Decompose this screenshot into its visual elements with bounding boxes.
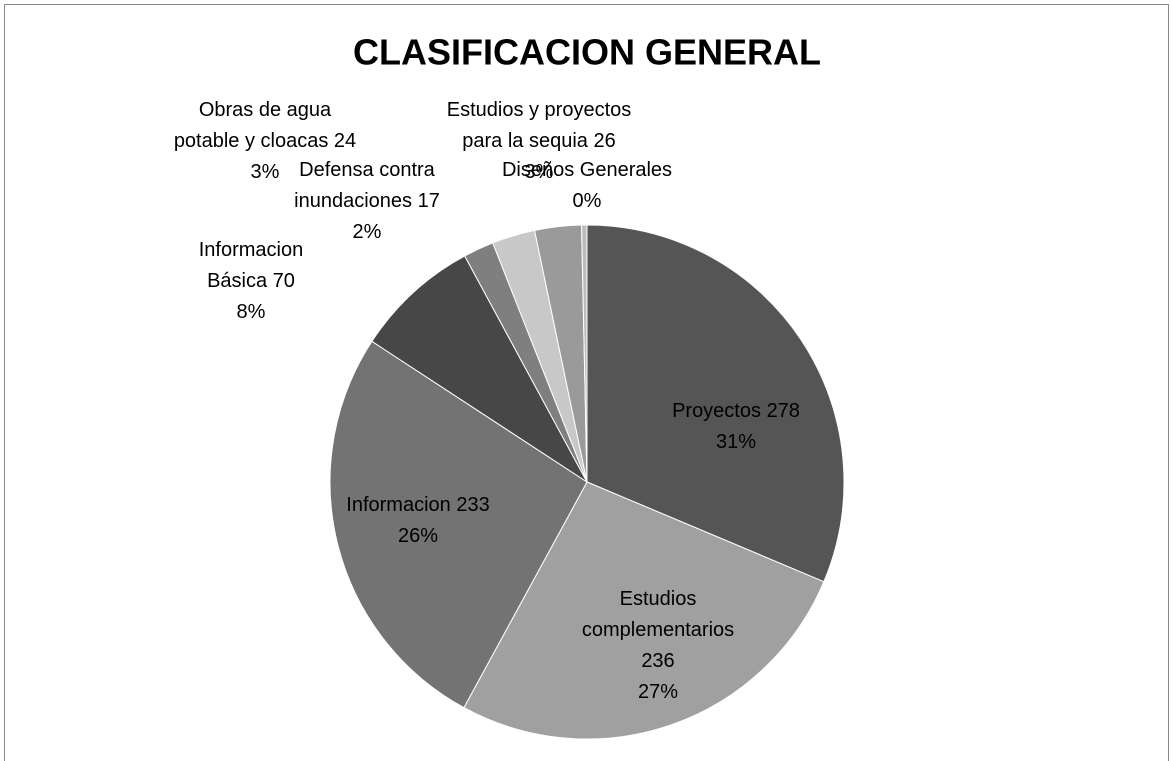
pie-slice: [463, 481, 825, 740]
percent-label: 0%: [572, 190, 602, 212]
category-label: Proyectos: [672, 400, 761, 422]
value-label: 17: [417, 190, 440, 212]
percent-label: 27%: [637, 681, 679, 703]
slice-label: Diseños Generales 0%: [477, 155, 697, 217]
value-label: 236: [641, 650, 675, 672]
percent-label: 3%: [524, 161, 554, 183]
category-label: Estudios y proyectos para la sequia: [446, 99, 632, 152]
category-label: Obras de agua potable y cloacas: [173, 99, 332, 152]
percent-label: 3%: [250, 161, 280, 183]
value-label: 278: [766, 400, 800, 422]
slice-label: Proyectos 278 31%: [636, 396, 836, 458]
value-label: 233: [456, 494, 490, 516]
value-label: 24: [333, 130, 357, 152]
value-label: 70: [272, 270, 295, 292]
category-label: Estudios complementarios: [581, 588, 735, 641]
chart-frame: [4, 4, 1169, 761]
value-label: 26: [593, 130, 616, 152]
percent-label: 31%: [715, 431, 757, 453]
slice-label: Defensa contra inundaciones 17 2%: [272, 155, 462, 248]
slice-label: Informacion 233 26%: [318, 490, 518, 552]
slice-label: Estudios complementarios 236 27%: [578, 584, 738, 708]
pie-slice: [329, 340, 588, 709]
slice-label: Estudios y proyectos para la sequia 26 3%: [439, 95, 639, 188]
percent-label: 26%: [397, 525, 439, 547]
percent-label: 8%: [236, 301, 266, 323]
category-label: Defensa contra inundaciones: [294, 159, 435, 212]
category-label: Informacion: [346, 494, 451, 516]
category-label: Diseños Generales: [501, 159, 673, 181]
slice-label: Informacion Básica 70 8%: [181, 235, 321, 328]
pie-slice: [581, 224, 588, 483]
pie-slice: [371, 255, 588, 483]
slice-label: Obras de agua potable y cloacas 24 3%: [170, 95, 360, 188]
chart-title: CLASIFICACION GENERAL: [353, 32, 821, 73]
category-label: Informacion Básica: [198, 239, 304, 292]
percent-label: 2%: [352, 221, 382, 243]
pie-slice: [586, 224, 845, 583]
